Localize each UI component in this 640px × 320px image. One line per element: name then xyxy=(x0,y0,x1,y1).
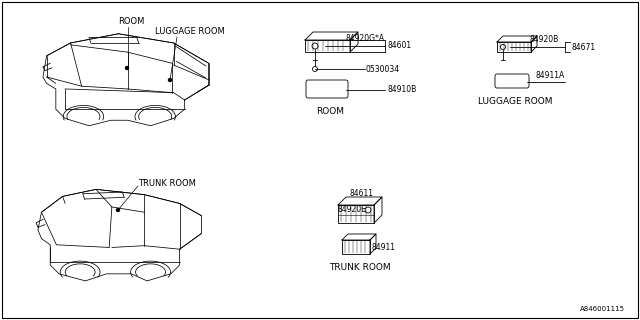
Text: 84671: 84671 xyxy=(572,43,596,52)
Text: TRUNK ROOM: TRUNK ROOM xyxy=(329,263,391,273)
Text: 84920B: 84920B xyxy=(530,35,559,44)
Text: TRUNK ROOM: TRUNK ROOM xyxy=(138,179,196,188)
Text: 84611: 84611 xyxy=(350,188,374,197)
Text: 84910B: 84910B xyxy=(387,85,416,94)
Text: LUGGAGE ROOM: LUGGAGE ROOM xyxy=(155,28,225,36)
Text: 84911: 84911 xyxy=(372,243,396,252)
Text: 84920E: 84920E xyxy=(338,205,367,214)
Text: ROOM: ROOM xyxy=(316,108,344,116)
Text: LUGGAGE ROOM: LUGGAGE ROOM xyxy=(477,98,552,107)
Circle shape xyxy=(168,78,172,82)
Text: 84601: 84601 xyxy=(387,42,411,51)
Text: ROOM: ROOM xyxy=(118,18,145,27)
Text: A846001115: A846001115 xyxy=(580,306,625,312)
Circle shape xyxy=(116,209,120,212)
Text: 84911A: 84911A xyxy=(535,71,564,80)
Circle shape xyxy=(125,67,129,69)
Text: 0530034: 0530034 xyxy=(366,65,400,74)
Text: 84920G*A: 84920G*A xyxy=(345,34,384,43)
